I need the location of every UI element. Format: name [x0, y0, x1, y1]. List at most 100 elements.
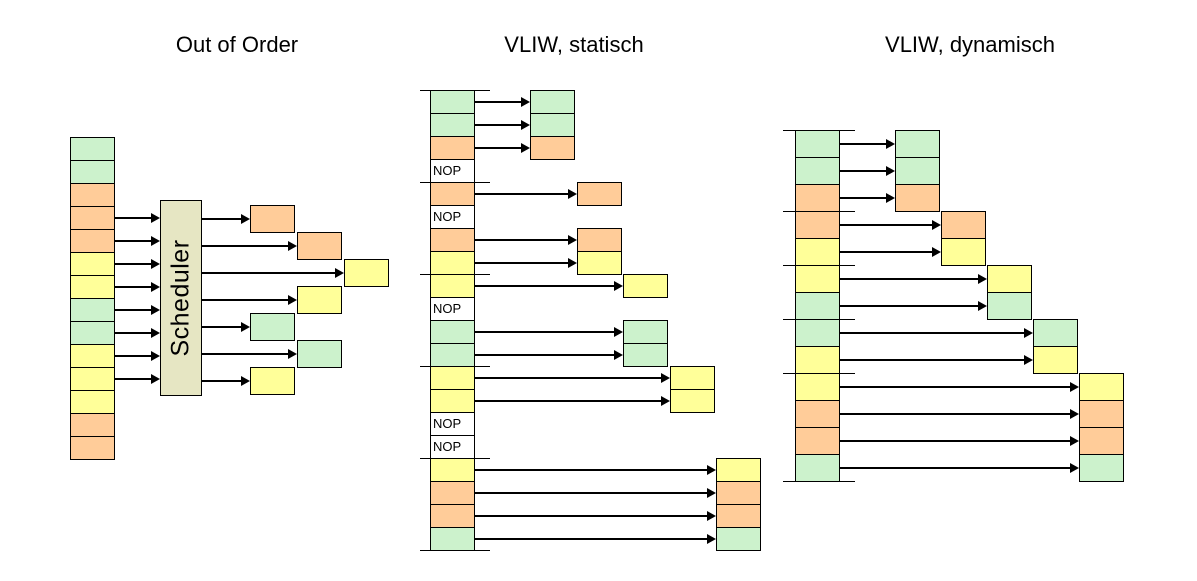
instruction-cell [430, 504, 475, 528]
execution-cell [716, 527, 761, 551]
arrow-shaft [840, 440, 1071, 442]
arrow-shaft [115, 263, 152, 265]
arrow-head [707, 511, 716, 521]
arrow-shaft [840, 224, 933, 226]
execution-cell [895, 130, 940, 158]
execution-cell [1033, 346, 1078, 374]
issue-arrow [840, 193, 895, 203]
instruction-cell [430, 228, 475, 252]
word-separator [420, 274, 490, 275]
instruction-cell [795, 454, 840, 482]
issue-arrow [115, 236, 160, 246]
issue-arrow [840, 220, 941, 230]
arrow-shaft [115, 240, 152, 242]
arrow-head [521, 120, 530, 130]
arrow-head [241, 322, 250, 332]
arrow-shaft [840, 332, 1025, 334]
arrow-head [1024, 355, 1033, 365]
arrow-shaft [202, 380, 242, 382]
execution-cell [1079, 400, 1124, 428]
arrow-shaft [202, 245, 289, 247]
execution-cell [987, 265, 1032, 293]
dispatch-arrow [202, 241, 297, 251]
title-vliw-dynamic: VLIW, dynamisch [885, 32, 1055, 57]
arrow-head [886, 193, 895, 203]
execution-cell [895, 184, 940, 212]
execution-cell [1079, 454, 1124, 482]
issue-arrow [115, 351, 160, 361]
dispatch-arrow [202, 295, 297, 305]
arrow-head [151, 213, 160, 223]
arrow-head [567, 189, 577, 199]
arrow-head [978, 301, 987, 311]
instruction-cell [795, 400, 840, 428]
arrow-head [521, 143, 530, 153]
arrow-head [1070, 409, 1079, 419]
arrow-head [614, 327, 623, 337]
issue-arrow [115, 282, 160, 292]
word-separator [420, 90, 490, 91]
arrow-head [521, 97, 530, 107]
arrow-head [614, 281, 623, 291]
arrow-head [241, 376, 250, 386]
arrow-shaft [475, 193, 569, 195]
word-separator [783, 265, 855, 266]
arrow-head [151, 374, 160, 384]
issue-arrow [840, 409, 1079, 419]
word-separator [783, 319, 855, 320]
issue-arrow [475, 97, 530, 107]
arrow-head [288, 349, 297, 359]
arrow-head [886, 166, 895, 176]
execution-cell [297, 232, 342, 260]
arrow-shaft [475, 492, 708, 494]
arrow-shaft [115, 286, 152, 288]
instruction-cell [795, 427, 840, 455]
issue-arrow [115, 305, 160, 315]
arrow-shaft [840, 386, 1071, 388]
word-separator [420, 458, 490, 459]
execution-cell [576, 228, 622, 252]
arrow-head [151, 351, 160, 361]
issue-arrow [475, 189, 577, 199]
arrow-shaft [475, 147, 522, 149]
execution-cell [297, 340, 342, 368]
scheduler-box: Scheduler [160, 200, 202, 396]
arrow-head [886, 139, 895, 149]
arrow-shaft [840, 305, 979, 307]
arrow-head [660, 396, 670, 406]
issue-arrow [475, 488, 716, 498]
issue-arrow [840, 139, 895, 149]
arrow-shaft [475, 354, 615, 356]
nop-label: NOP [433, 416, 462, 431]
arrow-shaft [840, 413, 1071, 415]
execution-cell [1079, 427, 1124, 455]
arrow-shaft [840, 359, 1025, 361]
execution-cell [250, 205, 295, 233]
dispatch-arrow [202, 376, 250, 386]
arrow-shaft [475, 469, 708, 471]
arrow-head [151, 328, 160, 338]
execution-cell [576, 251, 622, 275]
arrow-shaft [115, 217, 152, 219]
instruction-cell [795, 346, 840, 374]
issue-arrow [840, 436, 1079, 446]
arrow-head [241, 214, 250, 224]
nop-label: NOP [433, 301, 462, 316]
issue-arrow [840, 463, 1079, 473]
instruction-cell [70, 252, 115, 276]
instruction-cell [795, 238, 840, 266]
instruction-cell [430, 113, 475, 137]
word-separator [783, 211, 855, 212]
title-out-of-order: Out of Order [175, 32, 299, 57]
dispatch-arrow [202, 322, 250, 332]
arrow-shaft [202, 272, 336, 274]
instruction-cell [795, 130, 840, 158]
instruction-cell [795, 373, 840, 401]
word-separator [420, 550, 490, 551]
arrow-shaft [475, 262, 569, 264]
arrow-head [1024, 328, 1033, 338]
issue-arrow [475, 511, 716, 521]
issue-arrow [475, 143, 530, 153]
arrow-shaft [202, 299, 289, 301]
